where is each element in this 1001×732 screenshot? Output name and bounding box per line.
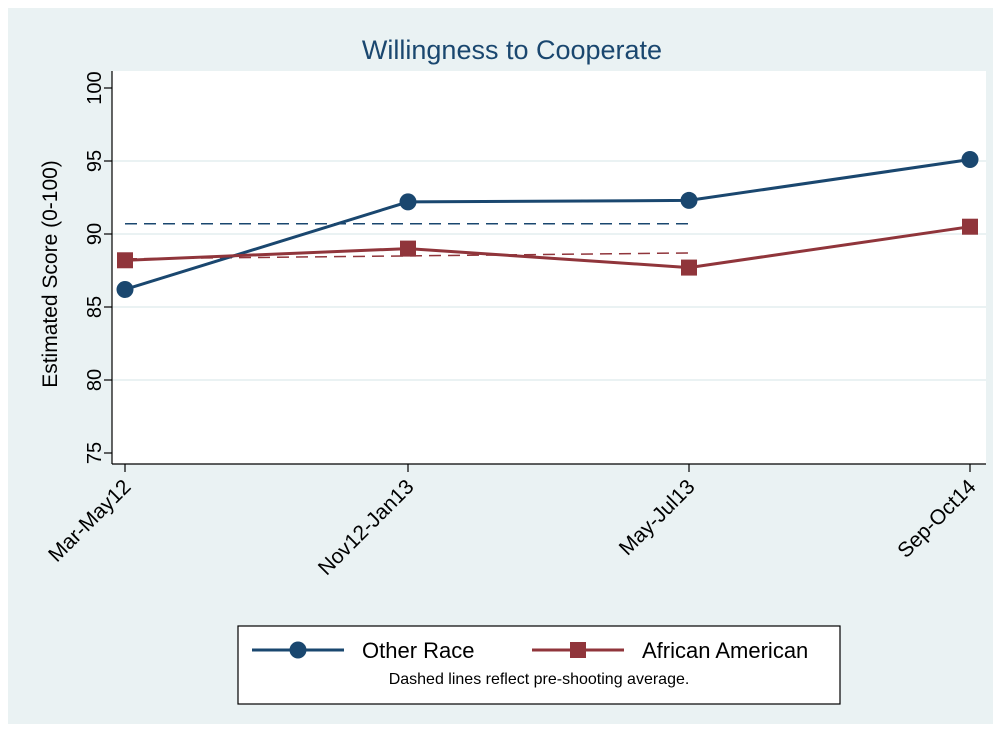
legend-note: Dashed lines reflect pre-shooting averag… <box>389 671 690 688</box>
data-point-circle <box>961 151 979 169</box>
data-point-square <box>962 218 978 235</box>
grid-lines <box>112 160 986 381</box>
y-tick-label: 100 <box>84 71 106 104</box>
data-point-square <box>400 240 416 257</box>
legend-marker-other-race <box>289 641 307 659</box>
series-line <box>124 158 971 291</box>
legend-label-other-race: Other Race <box>362 638 475 663</box>
data-point-square <box>117 252 133 269</box>
chart-title: Willingness to Cooperate <box>362 35 662 65</box>
axes <box>111 71 986 465</box>
y-axis-label: Estimated Score (0-100) <box>39 160 62 388</box>
data-point-circle <box>116 280 134 298</box>
y-tick-label: 90 <box>84 223 106 245</box>
series-line <box>124 225 971 270</box>
y-tick-label: 85 <box>84 296 106 318</box>
data-point-circle <box>680 191 698 209</box>
y-ticks: 75 80 85 90 95 100 <box>84 71 112 464</box>
y-tick-label: 75 <box>84 442 106 464</box>
y-tick-label: 80 <box>84 369 106 391</box>
legend-box <box>237 625 841 705</box>
legend-marker-african-american <box>570 642 586 658</box>
y-tick-label: 95 <box>84 150 106 172</box>
legend: Other Race African American Dashed lines… <box>237 625 841 705</box>
plot-area <box>112 71 986 464</box>
series <box>116 151 979 298</box>
data-point-circle <box>399 193 417 211</box>
legend-label-african-american: African American <box>642 638 808 663</box>
data-point-square <box>681 259 697 276</box>
